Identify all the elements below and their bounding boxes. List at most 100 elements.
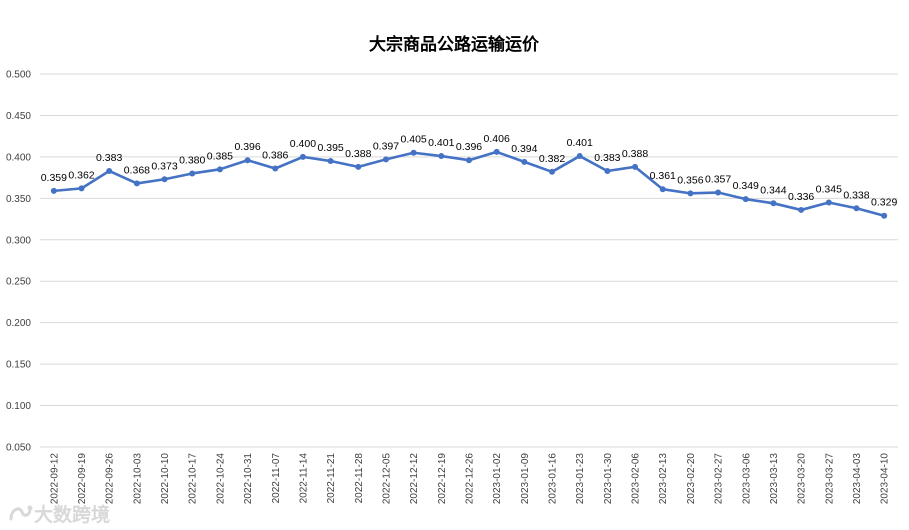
x-tick-label: 2023-01-09 xyxy=(520,453,531,505)
x-tick-label: 2023-03-27 xyxy=(824,453,835,505)
data-point xyxy=(798,206,805,213)
y-tick-label: 0.200 xyxy=(6,318,31,329)
x-tick-label: 2022-09-26 xyxy=(105,453,116,505)
data-point xyxy=(521,158,528,165)
data-point xyxy=(355,163,362,170)
data-label: 0.382 xyxy=(539,153,565,165)
y-tick-label: 0.450 xyxy=(6,111,31,122)
x-tick-label: 2022-11-28 xyxy=(354,453,365,504)
data-point xyxy=(687,190,694,197)
watermark: 大数跨境 xyxy=(8,500,110,527)
data-label: 0.405 xyxy=(401,134,427,146)
data-label: 0.368 xyxy=(124,164,150,176)
data-label: 0.388 xyxy=(345,148,371,160)
x-tick-label: 2023-01-30 xyxy=(603,453,614,505)
data-point xyxy=(742,196,749,203)
data-point xyxy=(466,157,472,164)
data-point xyxy=(216,166,223,173)
data-point xyxy=(604,167,611,174)
x-tick-label: 2022-11-14 xyxy=(298,453,309,504)
data-point xyxy=(770,200,777,207)
data-label: 0.380 xyxy=(179,154,205,166)
x-tick-label: 2022-09-19 xyxy=(77,453,88,505)
data-point xyxy=(78,185,85,192)
data-point xyxy=(272,165,279,172)
data-point xyxy=(161,176,168,183)
series xyxy=(50,148,888,219)
x-tick-label: 2023-02-06 xyxy=(631,453,642,505)
data-label: 0.336 xyxy=(788,191,814,203)
watermark-text: 大数跨境 xyxy=(34,504,111,526)
data-point xyxy=(659,186,666,193)
data-point xyxy=(50,187,57,194)
data-label: 0.344 xyxy=(760,184,786,196)
data-label: 0.338 xyxy=(843,189,869,201)
x-tick-label: 2022-10-10 xyxy=(160,453,171,505)
data-point xyxy=(493,148,500,155)
data-point xyxy=(189,170,196,177)
data-point xyxy=(244,157,251,164)
data-label: 0.362 xyxy=(68,169,94,181)
x-tick-label: 2022-12-12 xyxy=(409,453,420,505)
x-tick-label: 2023-03-13 xyxy=(769,453,780,505)
x-tick-label: 2023-02-20 xyxy=(686,453,697,505)
x-tick-label: 2022-11-21 xyxy=(326,453,337,504)
data-label: 0.401 xyxy=(428,137,454,149)
data-label: 0.357 xyxy=(705,174,731,186)
data-label: 0.401 xyxy=(567,137,593,149)
x-tick-label: 2022-11-07 xyxy=(271,453,282,504)
y-tick-label: 0.400 xyxy=(6,152,31,163)
data-label: 0.400 xyxy=(290,138,316,150)
x-tick-label: 2022-10-31 xyxy=(243,453,254,505)
data-point xyxy=(299,153,306,160)
y-tick-label: 0.350 xyxy=(6,194,31,205)
x-tick-label: 2022-10-03 xyxy=(132,453,143,505)
data-label: 0.383 xyxy=(96,152,122,164)
data-point xyxy=(576,153,583,160)
data-label: 0.373 xyxy=(151,160,177,172)
data-point xyxy=(825,199,832,206)
data-point xyxy=(438,153,445,160)
x-tick-label: 2022-12-26 xyxy=(465,453,476,505)
data-label: 0.349 xyxy=(733,180,759,192)
data-label: 0.395 xyxy=(317,142,343,154)
x-tick-label: 2023-04-03 xyxy=(852,453,863,505)
x-tick-label: 2023-02-13 xyxy=(658,453,669,505)
x-tick-label: 2023-03-20 xyxy=(797,453,808,505)
x-tick-label: 2023-04-10 xyxy=(880,453,891,505)
chart-title: 大宗商品公路运输运价 xyxy=(369,34,540,55)
data-label: 0.396 xyxy=(234,141,260,153)
data-label: 0.386 xyxy=(262,149,288,161)
data-point xyxy=(881,212,888,219)
data-label: 0.329 xyxy=(871,197,897,209)
data-label: 0.356 xyxy=(677,174,703,186)
x-axis-ticks: 2022-09-12 2022-09-19 2022-09-26 2022-10-03… xyxy=(49,453,890,505)
data-point xyxy=(410,149,417,156)
data-label: 0.345 xyxy=(816,183,842,195)
x-tick-label: 2022-12-19 xyxy=(437,453,448,505)
data-label: 0.385 xyxy=(207,150,233,162)
data-label: 0.361 xyxy=(650,170,676,182)
x-tick-label: 2022-10-24 xyxy=(215,453,226,505)
data-label: 0.388 xyxy=(622,148,648,160)
x-tick-label: 2022-10-17 xyxy=(188,453,199,505)
data-label: 0.383 xyxy=(594,152,620,164)
data-label: 0.359 xyxy=(41,172,67,184)
y-tick-label: 0.500 xyxy=(6,70,31,81)
data-label: 0.396 xyxy=(456,141,482,153)
x-tick-label: 2023-01-02 xyxy=(492,453,503,505)
x-tick-label: 2023-01-23 xyxy=(575,453,586,505)
x-tick-label: 2023-02-27 xyxy=(714,453,725,505)
y-tick-label: 0.100 xyxy=(6,401,31,412)
data-point xyxy=(327,158,334,165)
data-label: 0.406 xyxy=(484,133,510,145)
y-tick-label: 0.300 xyxy=(6,235,31,246)
gridlines xyxy=(40,73,898,448)
x-tick-label: 2023-03-06 xyxy=(741,453,752,505)
data-point xyxy=(382,156,389,163)
logo-icon xyxy=(9,505,33,520)
y-tick-label: 0.050 xyxy=(6,443,31,454)
